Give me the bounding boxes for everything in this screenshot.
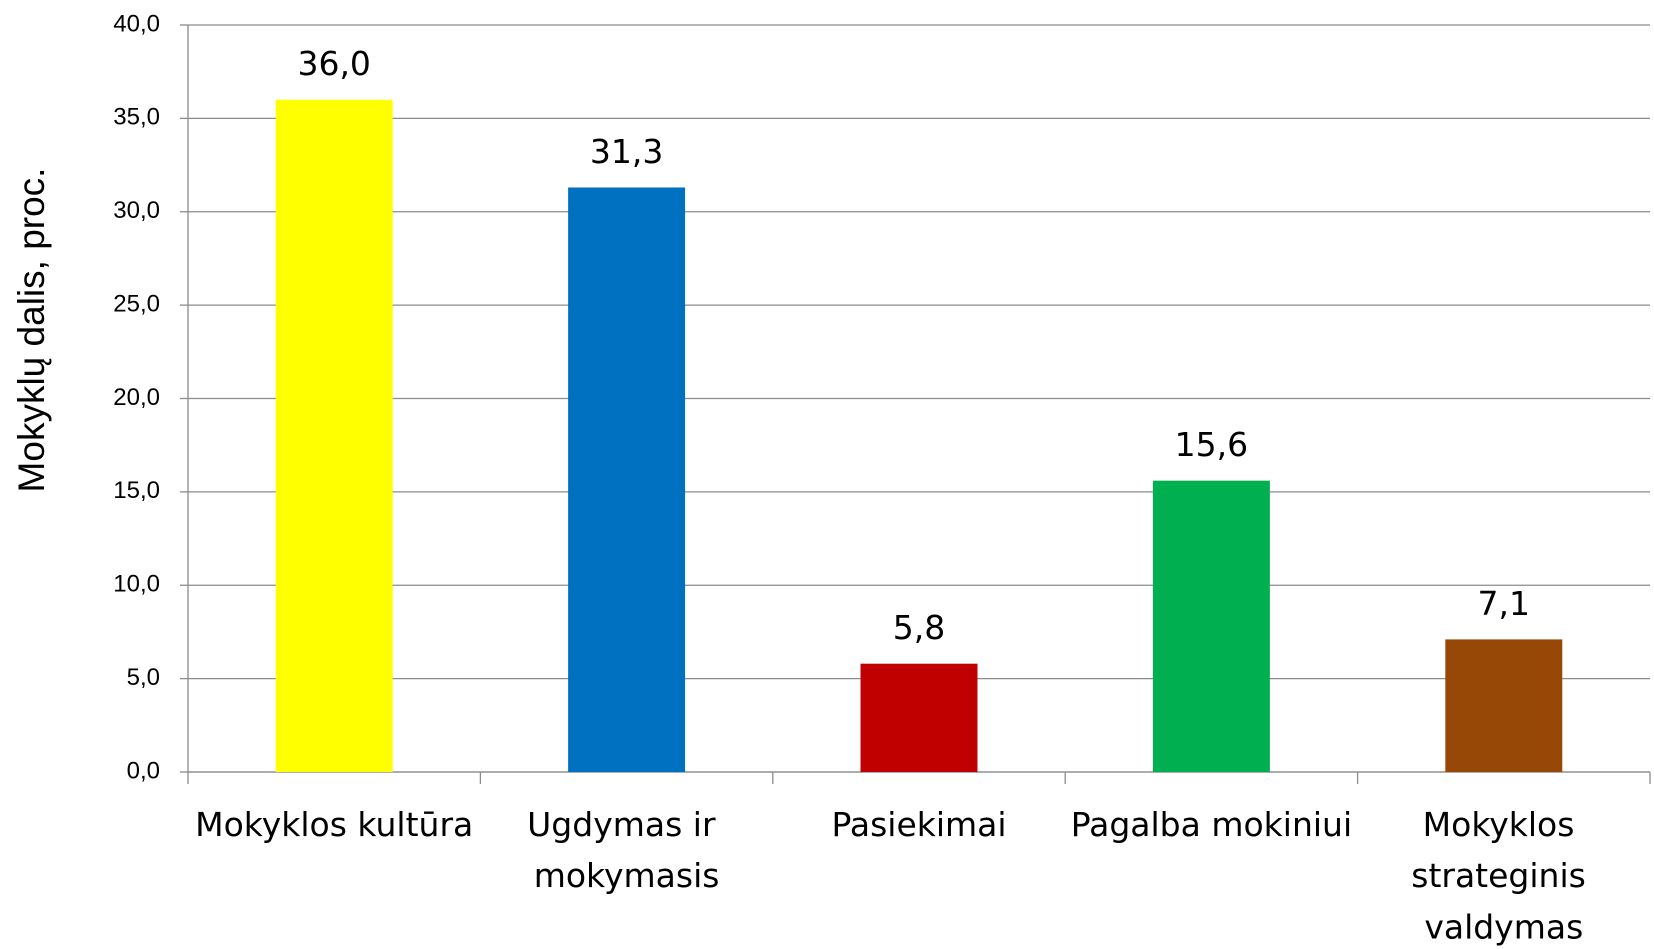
y-tick-label: 20,0 bbox=[113, 384, 160, 411]
y-tick-label: 0,0 bbox=[127, 757, 160, 784]
data-label: 31,3 bbox=[590, 132, 663, 171]
y-tick-label: 40,0 bbox=[113, 10, 160, 37]
data-label: 5,8 bbox=[893, 608, 945, 647]
bar bbox=[860, 663, 978, 772]
bar bbox=[568, 187, 686, 772]
y-tick-label: 10,0 bbox=[113, 571, 160, 598]
x-tick-label: Mokyklos kultūra bbox=[195, 805, 473, 844]
y-axis-title: Mokyklų dalis, proc. bbox=[11, 168, 52, 493]
bar bbox=[1445, 639, 1563, 772]
bar bbox=[275, 99, 393, 772]
y-tick-label: 25,0 bbox=[113, 290, 160, 317]
data-label: 36,0 bbox=[297, 44, 370, 83]
y-tick-label: 30,0 bbox=[113, 197, 160, 224]
x-tick-label: Ugdymas ir mokymasis bbox=[527, 805, 726, 895]
y-tick-label: 5,0 bbox=[127, 664, 160, 691]
x-tick-label: Pasiekimai bbox=[831, 805, 1006, 844]
bar bbox=[1152, 480, 1270, 772]
y-tick-label: 15,0 bbox=[113, 477, 160, 504]
data-label: 15,6 bbox=[1175, 425, 1248, 464]
x-tick-label: Mokyklos strateginis valdymas bbox=[1411, 805, 1596, 946]
y-tick-label: 35,0 bbox=[113, 104, 160, 131]
x-tick-label: Pagalba mokiniui bbox=[1071, 805, 1352, 844]
data-label: 7,1 bbox=[1478, 584, 1530, 623]
